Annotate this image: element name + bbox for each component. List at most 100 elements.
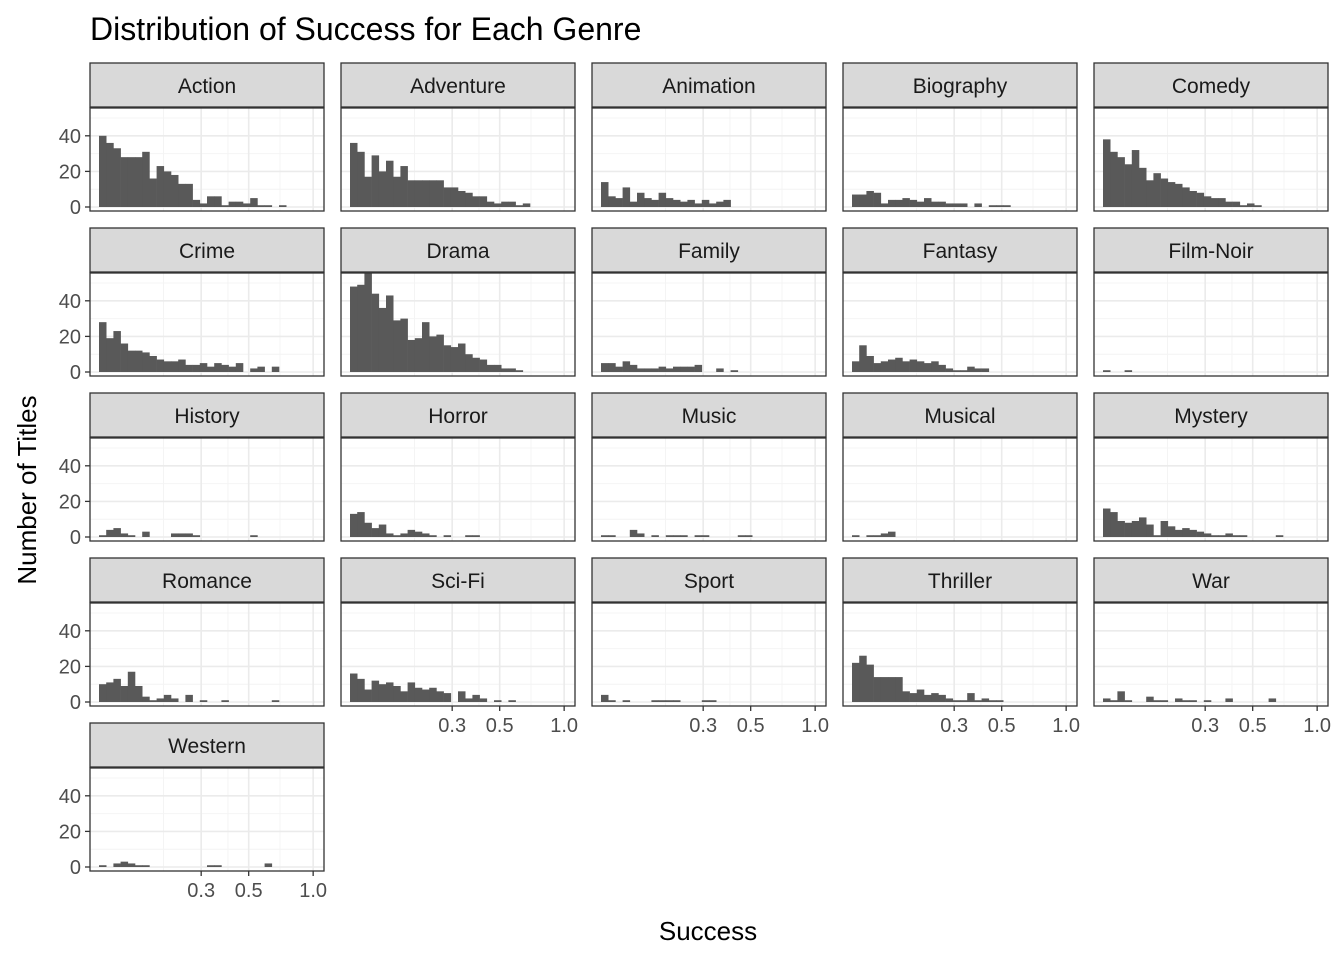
histogram-bar: [127, 535, 136, 537]
histogram-bar: [1211, 198, 1219, 207]
histogram-bar: [673, 700, 681, 702]
histogram-bar: [1175, 698, 1183, 702]
histogram-bar: [1175, 183, 1183, 207]
histogram-bar: [1182, 187, 1190, 207]
histogram-bar: [113, 528, 121, 537]
histogram-bar: [1117, 157, 1125, 207]
histogram-bar: [106, 529, 114, 537]
histogram-bar: [250, 368, 258, 372]
histogram-bar: [1153, 535, 1161, 537]
histogram-bar: [235, 363, 244, 372]
histogram-bar: [658, 366, 667, 372]
histogram-bar: [243, 203, 251, 207]
histogram-bar: [673, 535, 681, 537]
histogram-bar: [429, 535, 437, 537]
histogram-bar: [156, 166, 165, 207]
histogram-bar: [938, 694, 946, 702]
histogram-bar: [723, 199, 731, 207]
histogram-bar: [1146, 696, 1154, 702]
panel-background: [843, 438, 1077, 541]
y-tick-label: 40: [59, 126, 81, 148]
histogram-bar: [665, 368, 674, 372]
histogram-bar: [422, 180, 430, 207]
facet-strip-label: Horror: [428, 405, 488, 428]
histogram-bar: [1182, 700, 1190, 702]
histogram-bar: [192, 364, 201, 372]
histogram-bar: [1225, 698, 1233, 702]
facet-strip-label: Music: [682, 405, 737, 428]
histogram-bar: [673, 366, 681, 372]
histogram-bar: [909, 359, 918, 372]
histogram-bar: [400, 166, 408, 207]
histogram-bar: [651, 535, 659, 537]
panel-border: [1093, 272, 1329, 377]
histogram-bar: [888, 531, 896, 537]
histogram-bar: [1218, 535, 1226, 537]
histogram-bar: [1117, 520, 1125, 537]
histogram-bar: [1103, 370, 1111, 372]
facet-strip: [89, 392, 325, 438]
histogram-bar: [1160, 178, 1169, 207]
histogram-bar: [859, 655, 867, 702]
histogram-bar: [1225, 201, 1233, 207]
histogram-bar: [1131, 150, 1140, 207]
histogram-bar: [1239, 535, 1248, 537]
histogram-bar: [1110, 700, 1118, 702]
histogram-bar: [436, 691, 444, 702]
histogram-bar: [680, 535, 688, 537]
facet-strip-label: Drama: [426, 240, 489, 263]
x-tick-label: 1.0: [550, 715, 578, 737]
x-tick-label: 0.3: [689, 715, 717, 737]
histogram-bar: [422, 689, 430, 702]
histogram-bar: [1175, 529, 1183, 537]
histogram-bar: [393, 535, 401, 537]
histogram-bar: [1153, 173, 1161, 207]
histogram-bar: [221, 700, 229, 702]
histogram-bar: [888, 359, 896, 372]
facet-strip: [340, 62, 576, 108]
histogram-bar: [127, 671, 136, 702]
y-tick-label: 40: [59, 291, 81, 313]
histogram-bar: [694, 203, 703, 207]
histogram-bar: [952, 700, 961, 702]
histogram-bar: [479, 698, 488, 702]
histogram-bar: [429, 180, 437, 207]
histogram-bar: [866, 190, 874, 207]
histogram-bar: [1153, 700, 1161, 702]
histogram-bar: [135, 685, 143, 702]
facet-strip-label: Fantasy: [923, 240, 998, 263]
histogram-bar: [960, 700, 968, 702]
histogram-bar: [127, 863, 136, 867]
histogram-bar: [1167, 526, 1176, 537]
panel-border: [340, 437, 576, 542]
histogram-bar: [135, 350, 143, 372]
histogram-bar: [938, 201, 946, 207]
histogram-bar: [974, 700, 982, 702]
panel-background: [843, 108, 1077, 211]
histogram-bar: [479, 359, 488, 372]
x-tick-label: 0.5: [988, 715, 1016, 737]
histogram-bar: [199, 363, 208, 372]
histogram-bar: [1124, 164, 1133, 207]
histogram-bar: [120, 685, 129, 702]
panel-border: [89, 107, 325, 212]
histogram-bar: [709, 203, 717, 207]
panel-border: [842, 107, 1078, 212]
histogram-bar: [608, 535, 616, 537]
histogram-bar: [508, 201, 516, 207]
histogram-bar: [178, 183, 186, 207]
x-tick-label: 0.5: [235, 880, 263, 902]
panel-background: [843, 273, 1077, 376]
histogram-bar: [120, 533, 129, 537]
histogram-bar: [716, 368, 724, 372]
facet-strip-label: Mystery: [1174, 405, 1248, 428]
histogram-bar: [945, 368, 954, 372]
histogram-bar: [916, 201, 925, 207]
panel-border: [842, 602, 1078, 707]
y-tick-label: 0: [70, 362, 81, 384]
histogram-bar: [400, 691, 408, 702]
histogram-bar: [960, 203, 968, 207]
histogram-bar: [996, 205, 1004, 207]
histogram-bar: [701, 700, 710, 702]
histogram-bar: [701, 535, 710, 537]
